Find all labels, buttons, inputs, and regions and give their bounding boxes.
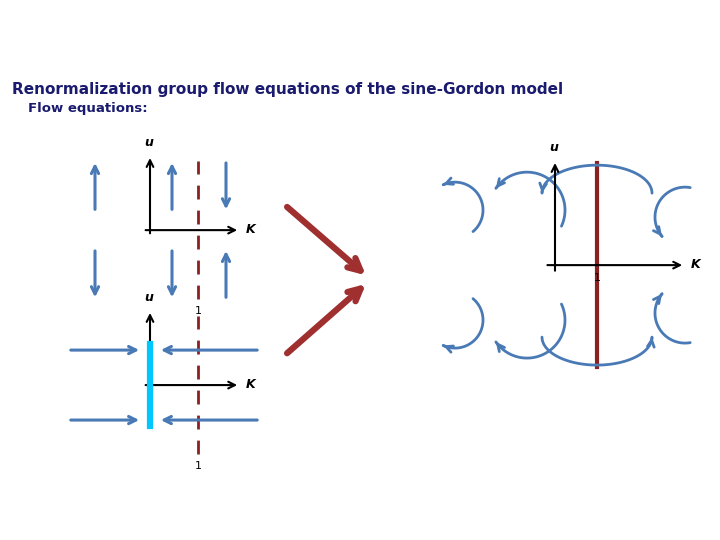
Text: K: K: [691, 258, 701, 271]
Text: Flow equations:: Flow equations:: [28, 102, 148, 115]
Text: 1: 1: [194, 461, 202, 471]
Text: 1: 1: [194, 306, 202, 316]
Text: Sine-Gordon Model: Sine-Gordon Model: [11, 35, 207, 52]
Text: K: K: [246, 377, 256, 390]
Text: Renormalization group flow equations of the sine-Gordon model: Renormalization group flow equations of …: [12, 82, 563, 97]
Text: 1: 1: [593, 273, 600, 283]
Text: u: u: [145, 291, 153, 304]
Text: u: u: [549, 141, 559, 154]
Text: u: u: [145, 136, 153, 149]
Text: K: K: [246, 222, 256, 235]
